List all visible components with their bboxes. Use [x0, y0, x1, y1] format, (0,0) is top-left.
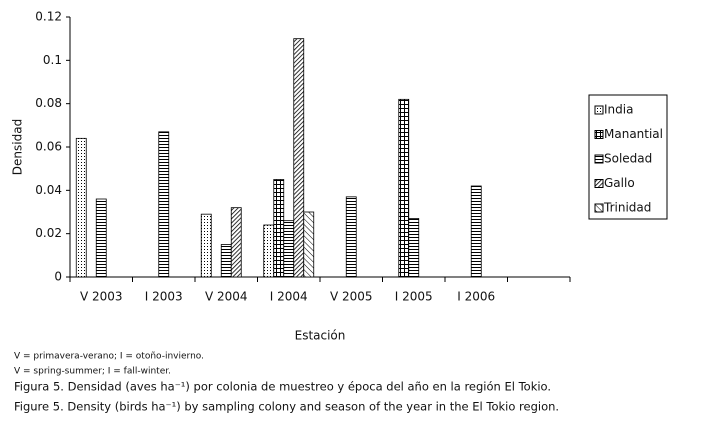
bar	[293, 38, 305, 278]
legend-label: Trinidad	[603, 201, 651, 215]
legend-swatch	[594, 179, 604, 188]
legend-swatch	[594, 154, 604, 164]
bar	[95, 198, 107, 278]
legend-swatch	[594, 203, 604, 213]
x-tick-label: I 2005	[395, 290, 433, 304]
legend-label: India	[604, 103, 633, 117]
x-tick-label: I 2004	[270, 290, 308, 304]
legend-swatch	[594, 105, 604, 115]
legend-label: Soledad	[604, 152, 652, 166]
y-tick-label: 0.04	[35, 183, 62, 197]
legend-swatch	[594, 130, 604, 139]
bar	[263, 224, 275, 278]
x-tick-label: V 2004	[205, 290, 248, 304]
bar	[303, 211, 315, 278]
bar	[200, 213, 212, 278]
x-tick-label: I 2006	[457, 290, 495, 304]
y-tick-label: 0.12	[35, 10, 62, 24]
bar	[345, 196, 357, 278]
y-tick-label: 0.06	[35, 140, 62, 154]
bar	[470, 185, 482, 278]
y-axis-title: Densidad	[11, 119, 25, 175]
legend-label: Gallo	[604, 176, 635, 190]
y-tick-label: 0	[54, 270, 62, 284]
y-tick-label: 0.02	[35, 226, 62, 240]
x-tick-label: I 2003	[145, 290, 183, 304]
x-axis-title: Estación	[295, 329, 346, 343]
legend-label: Manantial	[604, 127, 663, 141]
x-tick-label: V 2005	[330, 290, 373, 304]
y-tick-label: 0.1	[43, 53, 62, 67]
x-tick-label: V 2003	[80, 290, 123, 304]
caption-line: Figure 5. Density (birds ha⁻¹) by sampli…	[14, 400, 559, 414]
bar	[273, 179, 285, 278]
bar	[158, 131, 170, 278]
bar	[75, 137, 87, 278]
y-tick-label: 0.08	[35, 96, 62, 110]
caption-line: V = primavera-verano; I = otoño-invierno…	[14, 352, 204, 362]
bar	[408, 218, 420, 278]
caption-line: Figura 5. Densidad (aves ha⁻¹) por colon…	[14, 380, 551, 394]
bar	[398, 98, 410, 278]
bar	[283, 220, 295, 278]
legend-box	[588, 94, 668, 220]
bar	[230, 207, 242, 278]
caption-line: V = spring-summer; I = fall-winter.	[14, 367, 171, 377]
bar	[220, 244, 232, 278]
